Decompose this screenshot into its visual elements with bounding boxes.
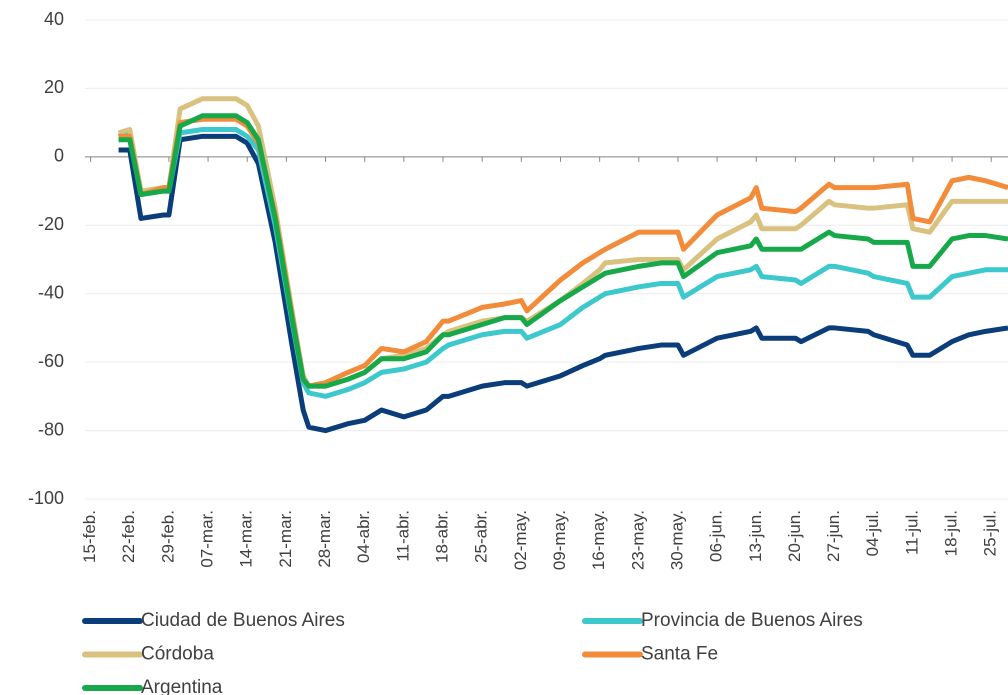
x-tick-label: 18-jul. bbox=[942, 510, 961, 556]
x-tick-label: 18-abr. bbox=[432, 510, 451, 563]
series-line bbox=[118, 113, 1008, 389]
x-tick-label: 06-jun. bbox=[707, 510, 726, 562]
x-tick-label: 27-jun. bbox=[824, 510, 843, 562]
series-line bbox=[118, 133, 1008, 434]
y-tick-label: -100 bbox=[28, 488, 64, 508]
y-tick-label: 40 bbox=[44, 9, 64, 29]
legend-label: Ciudad de Buenos Aires bbox=[141, 610, 345, 631]
legend-label: Provincia de Buenos Aires bbox=[641, 610, 863, 631]
x-tick-label: 29-feb. bbox=[158, 510, 177, 563]
x-tick-label: 23-may. bbox=[628, 510, 647, 570]
legend-label: Córdoba bbox=[141, 644, 214, 665]
x-tick-label: 11-jul. bbox=[902, 510, 921, 555]
x-tick-label: 07-mar. bbox=[198, 510, 217, 568]
x-tick-label: 13-jun. bbox=[746, 510, 765, 562]
y-tick-label: -80 bbox=[38, 419, 64, 439]
x-tick-label: 04-jul. bbox=[863, 510, 882, 556]
x-tick-label: 09-may. bbox=[550, 510, 569, 570]
x-tick-label: 20-jun. bbox=[785, 510, 804, 562]
x-tick-label: 21-mar. bbox=[276, 510, 295, 568]
x-tick-label: 30-may. bbox=[667, 510, 686, 570]
x-tick-label: 22-feb. bbox=[119, 510, 138, 563]
series-line bbox=[118, 116, 1008, 389]
series-line bbox=[117, 126, 1008, 399]
y-tick-label: -40 bbox=[38, 282, 64, 302]
x-tick-label: 11-abr. bbox=[393, 510, 412, 562]
x-tick-label: 14-mar. bbox=[237, 510, 256, 568]
y-tick-label: -20 bbox=[38, 214, 64, 234]
y-tick-label: 20 bbox=[44, 77, 64, 97]
legend-label: Argentina bbox=[141, 677, 223, 695]
y-tick-label: -60 bbox=[38, 351, 64, 371]
y-tick-label: 0 bbox=[54, 146, 64, 166]
x-tick-label: 28-mar. bbox=[315, 510, 334, 568]
x-tick-label: 25-abr. bbox=[472, 510, 491, 563]
legend-label: Santa Fe bbox=[641, 644, 718, 665]
x-tick-label: 25-jul. bbox=[981, 510, 1000, 556]
x-tick-label: 02-may. bbox=[511, 510, 530, 570]
x-tick-label: 16-may. bbox=[589, 510, 608, 570]
x-tick-label: 04-abr. bbox=[354, 510, 373, 563]
x-tick-label: 15-feb. bbox=[80, 510, 99, 563]
